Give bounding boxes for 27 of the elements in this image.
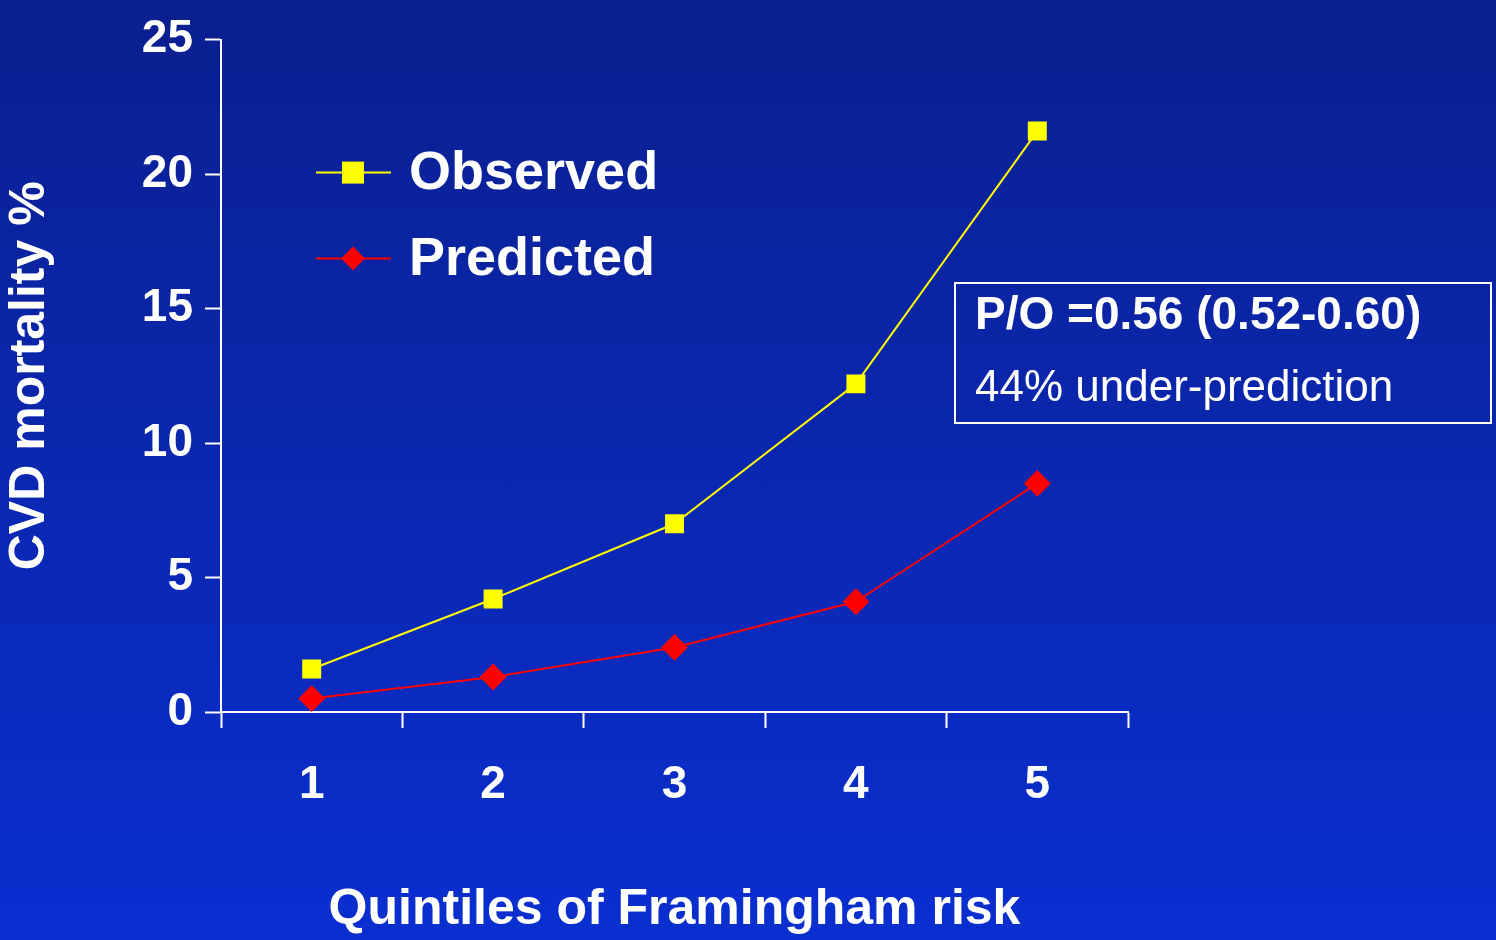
point <box>1027 121 1047 141</box>
x-tick-label: 1 <box>298 756 325 809</box>
point <box>661 634 688 661</box>
x-tick-label: 4 <box>843 756 870 809</box>
x-tick-label: 2 <box>480 756 506 809</box>
point <box>665 514 684 534</box>
y-tick-label: 15 <box>141 279 193 332</box>
point <box>480 664 507 691</box>
point <box>846 374 866 394</box>
x-tick-label: 3 <box>661 756 688 809</box>
point <box>842 588 869 615</box>
point <box>298 685 325 712</box>
x-tick-label: 5 <box>1024 756 1051 809</box>
y-tick-label: 25 <box>141 10 193 63</box>
x-axis-title: Quintiles of Framingham risk <box>328 878 1021 935</box>
point <box>1024 470 1051 497</box>
annotation: P/O =0.56 (0.52-0.60) <box>975 286 1422 339</box>
y-axis-title: CVD mortality % <box>0 181 55 571</box>
point <box>302 659 322 679</box>
annotation: 44% under-prediction <box>975 361 1394 411</box>
legend-label: Predicted <box>409 226 656 287</box>
y-tick-label: 20 <box>141 144 193 197</box>
y-tick-label: 5 <box>167 548 193 601</box>
legend-label: Observed <box>409 140 659 201</box>
y-tick-label: 0 <box>167 682 193 735</box>
point <box>483 589 503 609</box>
y-tick-label: 10 <box>141 413 193 466</box>
